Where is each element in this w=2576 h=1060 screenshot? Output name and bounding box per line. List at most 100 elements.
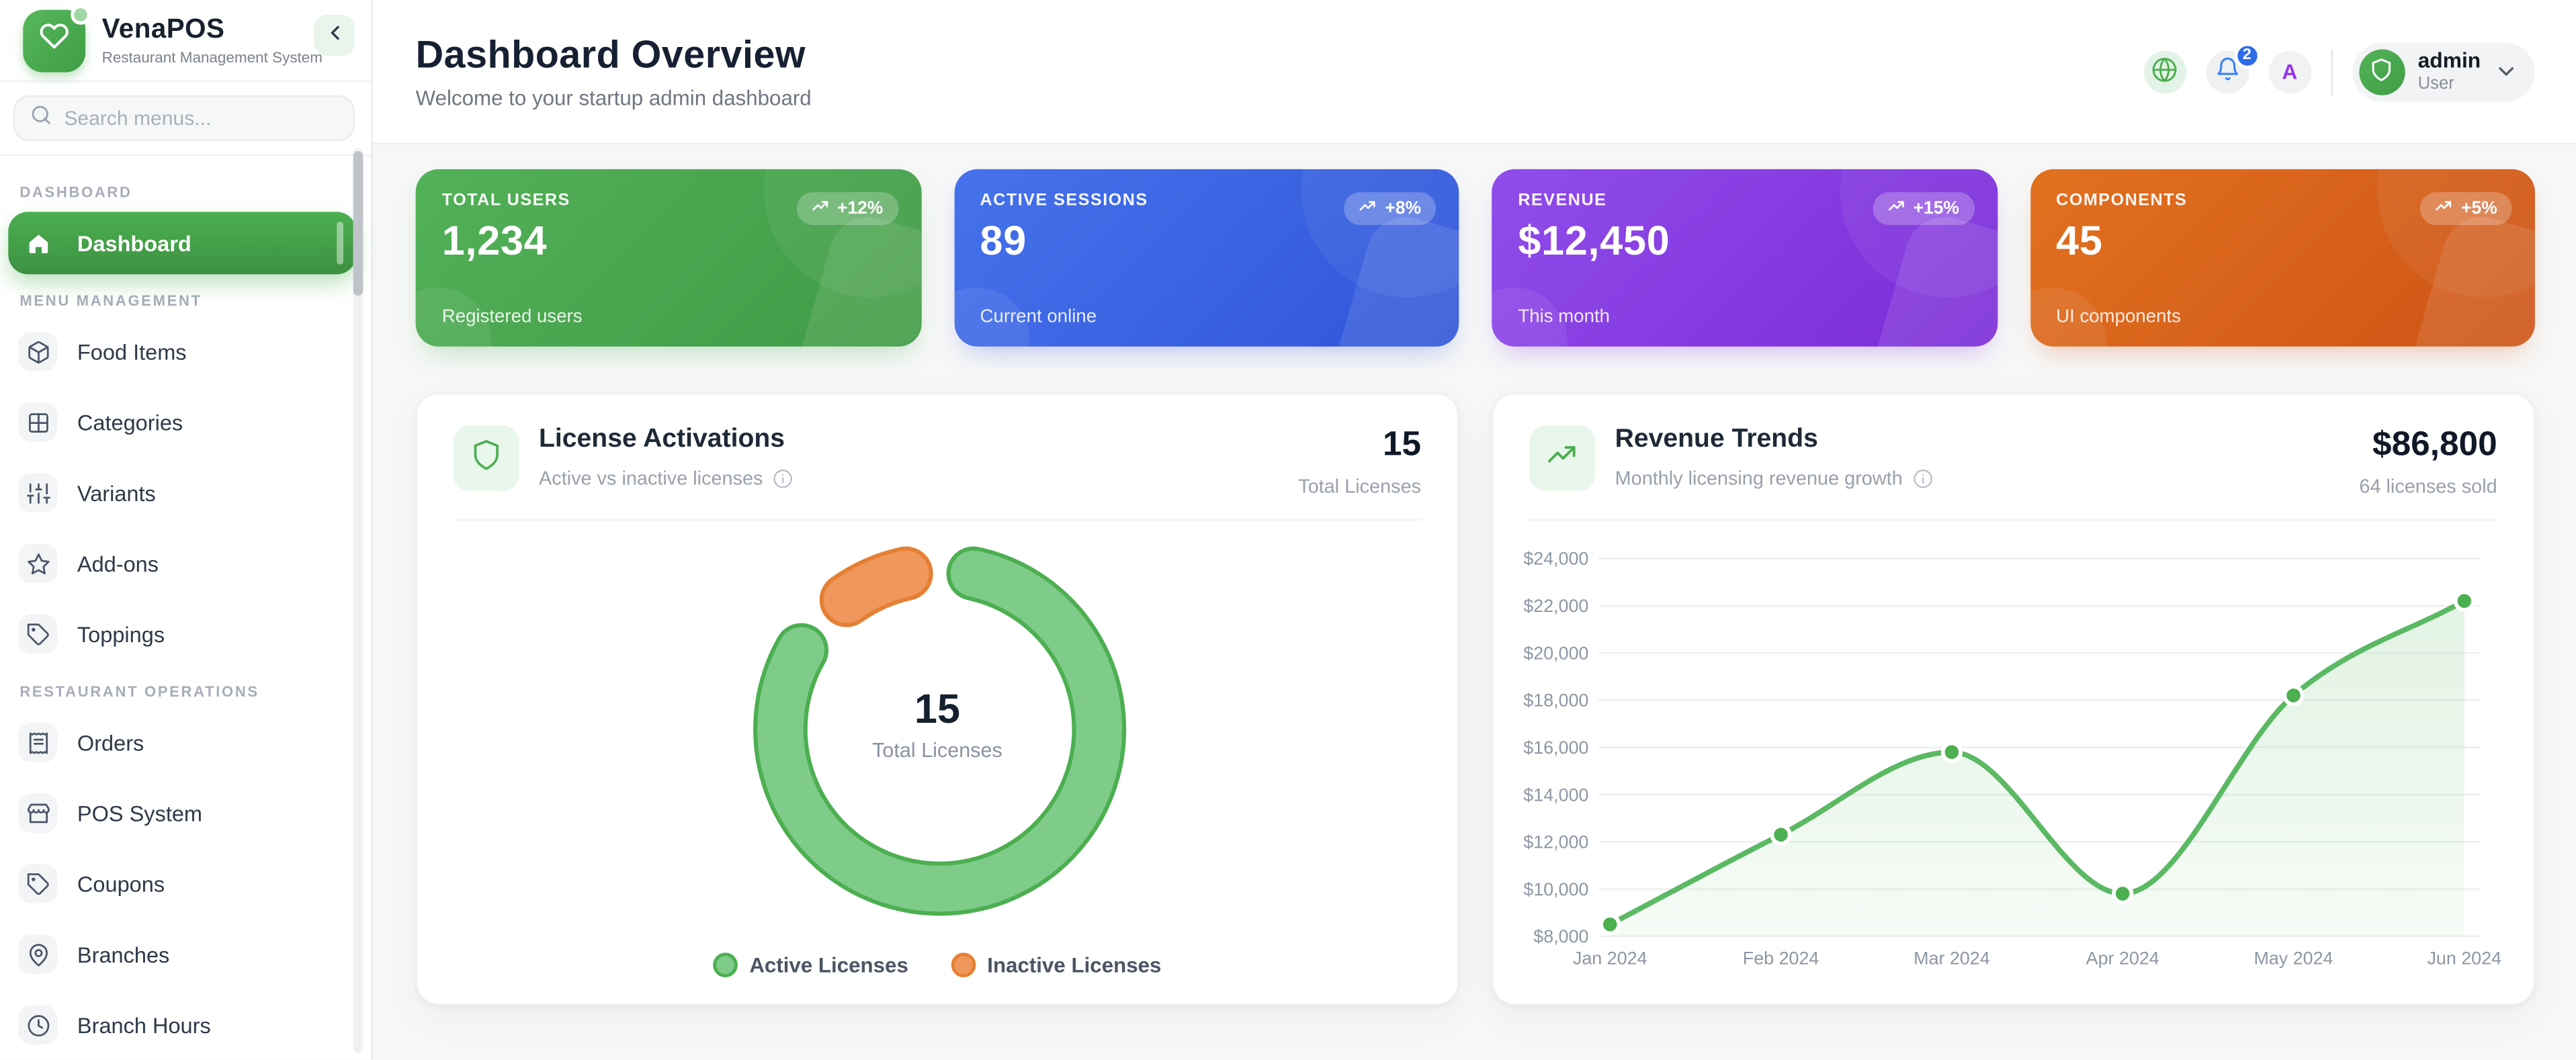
sidebar-item-label: Branch Hours — [77, 1012, 211, 1038]
legend-dot — [951, 953, 976, 977]
stat-card-revenue: REVENUE $12,450 This month +15% — [1492, 169, 1998, 347]
trending-up-icon — [2435, 197, 2453, 220]
stat-caption: This month — [1518, 307, 1611, 327]
svg-text:$16,000: $16,000 — [1523, 738, 1588, 758]
user-menu[interactable]: admin User — [2352, 42, 2535, 101]
user-name: admin — [2417, 47, 2481, 73]
sidebar-item-label: Orders — [77, 730, 144, 755]
sidebar-scrollbar-thumb[interactable] — [353, 150, 363, 296]
sidebar-item-label: POS System — [77, 801, 203, 826]
revenue-panel-total: $86,800 64 licenses sold — [2359, 425, 2497, 498]
trending-up-icon — [1359, 197, 1377, 220]
heart-icon — [40, 21, 69, 59]
sidebar-item-coupons[interactable]: Coupons — [8, 852, 356, 915]
sidebar-item-toppings[interactable]: Toppings — [8, 603, 356, 665]
bell-icon — [2214, 56, 2240, 87]
sidebar-item-add-ons[interactable]: Add-ons — [8, 532, 356, 594]
language-button[interactable] — [2143, 50, 2186, 93]
stat-badge-text: +12% — [837, 198, 884, 219]
stat-badge-text: +15% — [1913, 198, 1959, 219]
trending-up-icon — [1887, 197, 1905, 220]
sidebar-item-label: Dashboard — [77, 230, 191, 256]
grid-icon — [17, 402, 58, 442]
revenue-panel-title: Revenue Trends — [1615, 425, 1818, 453]
notification-badge: 2 — [2233, 42, 2260, 69]
license-total-value: 15 — [1382, 425, 1422, 463]
svg-text:Jan 2024: Jan 2024 — [1573, 948, 1647, 968]
license-panel-icon-box — [453, 425, 519, 492]
tag-icon — [17, 864, 58, 903]
sidebar-item-categories[interactable]: Categories — [8, 391, 356, 453]
svg-text:$10,000: $10,000 — [1523, 879, 1588, 899]
globe-icon — [2151, 55, 2179, 88]
sidebar-item-orders[interactable]: Orders — [8, 711, 356, 774]
svg-text:$8,000: $8,000 — [1533, 926, 1588, 946]
sidebar-item-food-items[interactable]: Food Items — [8, 320, 356, 383]
topbar-divider — [2331, 48, 2333, 95]
stat-cards-row: TOTAL USERS 1,234 Registered users +12% ACTI… — [415, 169, 2535, 347]
stat-card-components: COMPONENTS 45 UI components +5% — [2030, 169, 2535, 347]
topbar-titles: Dashboard Overview Welcome to your start… — [416, 33, 812, 110]
svg-text:$20,000: $20,000 — [1523, 643, 1588, 663]
panel-divider — [1529, 519, 2497, 521]
charts-row: License Activations Active vs inactive l… — [415, 392, 2535, 1006]
search-box — [13, 95, 355, 142]
info-icon[interactable] — [1912, 468, 1934, 489]
stat-trend-badge: +15% — [1872, 192, 1974, 225]
sidebar-item-pos-system[interactable]: POS System — [8, 782, 356, 844]
app-tagline: Restaurant Management System — [101, 49, 323, 66]
content: TOTAL USERS 1,234 Registered users +12% ACTI… — [373, 144, 2576, 1006]
license-donut-chart — [753, 546, 1127, 916]
revenue-total-value: $86,800 — [2372, 425, 2497, 463]
user-role: User — [2417, 74, 2454, 94]
star-icon — [17, 543, 58, 584]
sidebar-item-label: Categories — [77, 410, 183, 435]
sidebar-item-branches[interactable]: Branches — [8, 923, 356, 985]
shield-icon — [470, 438, 503, 479]
license-panel-titles: License Activations Active vs inactive l… — [539, 425, 794, 490]
license-panel-header: License Activations Active vs inactive l… — [417, 394, 1457, 498]
revenue-trends-panel: Revenue Trends Monthly licensing revenue… — [1492, 392, 2535, 1006]
stat-label: ACTIVE SESSIONS — [980, 192, 1148, 210]
revenue-panel-subtitle: Monthly licensing revenue growth — [1615, 466, 1934, 490]
svg-text:Apr 2024: Apr 2024 — [2086, 948, 2159, 968]
revenue-panel-header: Revenue Trends Monthly licensing revenue… — [1494, 394, 2534, 498]
revenue-panel-titles: Revenue Trends Monthly licensing revenue… — [1615, 425, 1934, 490]
search-icon — [30, 103, 52, 134]
sidebar-scrollbar[interactable] — [353, 148, 363, 1054]
license-activations-panel: License Activations Active vs inactive l… — [415, 392, 1459, 1006]
trending-up-icon — [811, 197, 829, 220]
topbar-actions: 2 A admin User — [2143, 42, 2535, 101]
sidebar-item-label: Add-ons — [77, 551, 159, 576]
notifications-button[interactable]: 2 — [2206, 42, 2260, 93]
assistant-button[interactable]: A — [2268, 50, 2311, 93]
sidebar: VenaPOS Restaurant Management System DAS… — [0, 0, 374, 1060]
donut-legend: Active Licenses Inactive Licenses — [417, 953, 1457, 977]
stat-label: REVENUE — [1518, 192, 1607, 210]
app-logo — [23, 4, 91, 72]
brand-block: VenaPOS Restaurant Management System — [102, 15, 323, 66]
sidebar-item-label: Variants — [77, 480, 156, 505]
info-icon[interactable] — [773, 468, 794, 489]
svg-text:Jun 2024: Jun 2024 — [2428, 948, 2502, 968]
active-indicator — [337, 222, 344, 265]
nav-section-label: DASHBOARD — [19, 183, 132, 201]
legend-item-inactive-licenses: Inactive Licenses — [951, 953, 1161, 977]
svg-text:May 2024: May 2024 — [2253, 948, 2333, 968]
sidebar-item-dashboard[interactable]: Dashboard — [8, 212, 357, 275]
search-input[interactable] — [64, 106, 311, 130]
sidebar-collapse-button[interactable] — [314, 15, 355, 56]
stat-label: COMPONENTS — [2056, 192, 2188, 210]
legend-label: Inactive Licenses — [987, 953, 1162, 977]
license-total-label: Total Licenses — [1298, 474, 1422, 498]
home-icon — [18, 224, 58, 263]
user-avatar — [2358, 48, 2405, 95]
sidebar-item-variants[interactable]: Variants — [8, 461, 356, 524]
sidebar-item-branch-hours[interactable]: Branch Hours — [8, 993, 356, 1056]
legend-item-active-licenses: Active Licenses — [713, 953, 908, 977]
sidebar-item-label: Toppings — [77, 621, 165, 647]
stat-card-active-sessions: ACTIVE SESSIONS 89 Current online +8% — [953, 169, 1459, 347]
avatar-letter: A — [2282, 59, 2298, 84]
user-meta: admin User — [2417, 47, 2481, 94]
